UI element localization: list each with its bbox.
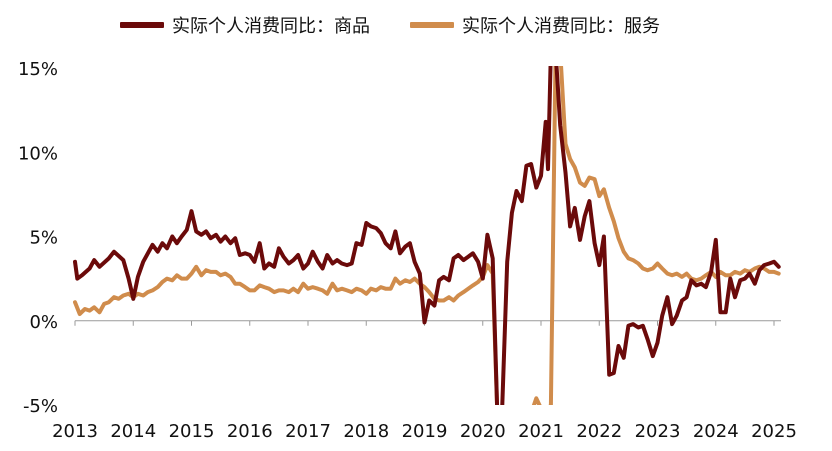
x-tick-label: 2021 — [518, 421, 564, 442]
y-tick-label: 0% — [29, 312, 58, 333]
x-tick-label: 2013 — [52, 421, 98, 442]
x-tick-label: 2019 — [402, 421, 448, 442]
x-tick-label: 2025 — [751, 421, 797, 442]
x-tick-label: 2018 — [343, 421, 389, 442]
x-tick-label: 2016 — [227, 421, 273, 442]
y-tick-label: 5% — [29, 228, 58, 249]
legend-label-services: 实际个人消费同比：服务 — [462, 16, 660, 37]
x-tick-label: 2022 — [576, 421, 622, 442]
series-line-goods — [73, 66, 781, 405]
x-tick-label: 2023 — [635, 421, 681, 442]
y-tick-label: 15% — [18, 59, 58, 80]
x-tick-label: 2015 — [169, 421, 215, 442]
legend-item-services: 实际个人消费同比：服务 — [410, 12, 660, 38]
x-tick-label: 2020 — [460, 421, 506, 442]
legend-swatch-goods — [120, 22, 164, 28]
y-tick-label: -5% — [23, 396, 58, 417]
series-line-services — [73, 66, 781, 405]
x-tick-label: 2017 — [285, 421, 331, 442]
legend-swatch-services — [410, 22, 454, 28]
legend: 实际个人消费同比：商品 实际个人消费同比：服务 — [120, 12, 660, 38]
legend-label-goods: 实际个人消费同比：商品 — [172, 16, 370, 37]
y-tick-label: 10% — [18, 143, 58, 164]
x-tick-label: 2014 — [110, 421, 156, 442]
legend-item-goods: 实际个人消费同比：商品 — [120, 12, 370, 38]
series-group — [73, 66, 781, 405]
x-tick-label: 2024 — [693, 421, 739, 442]
